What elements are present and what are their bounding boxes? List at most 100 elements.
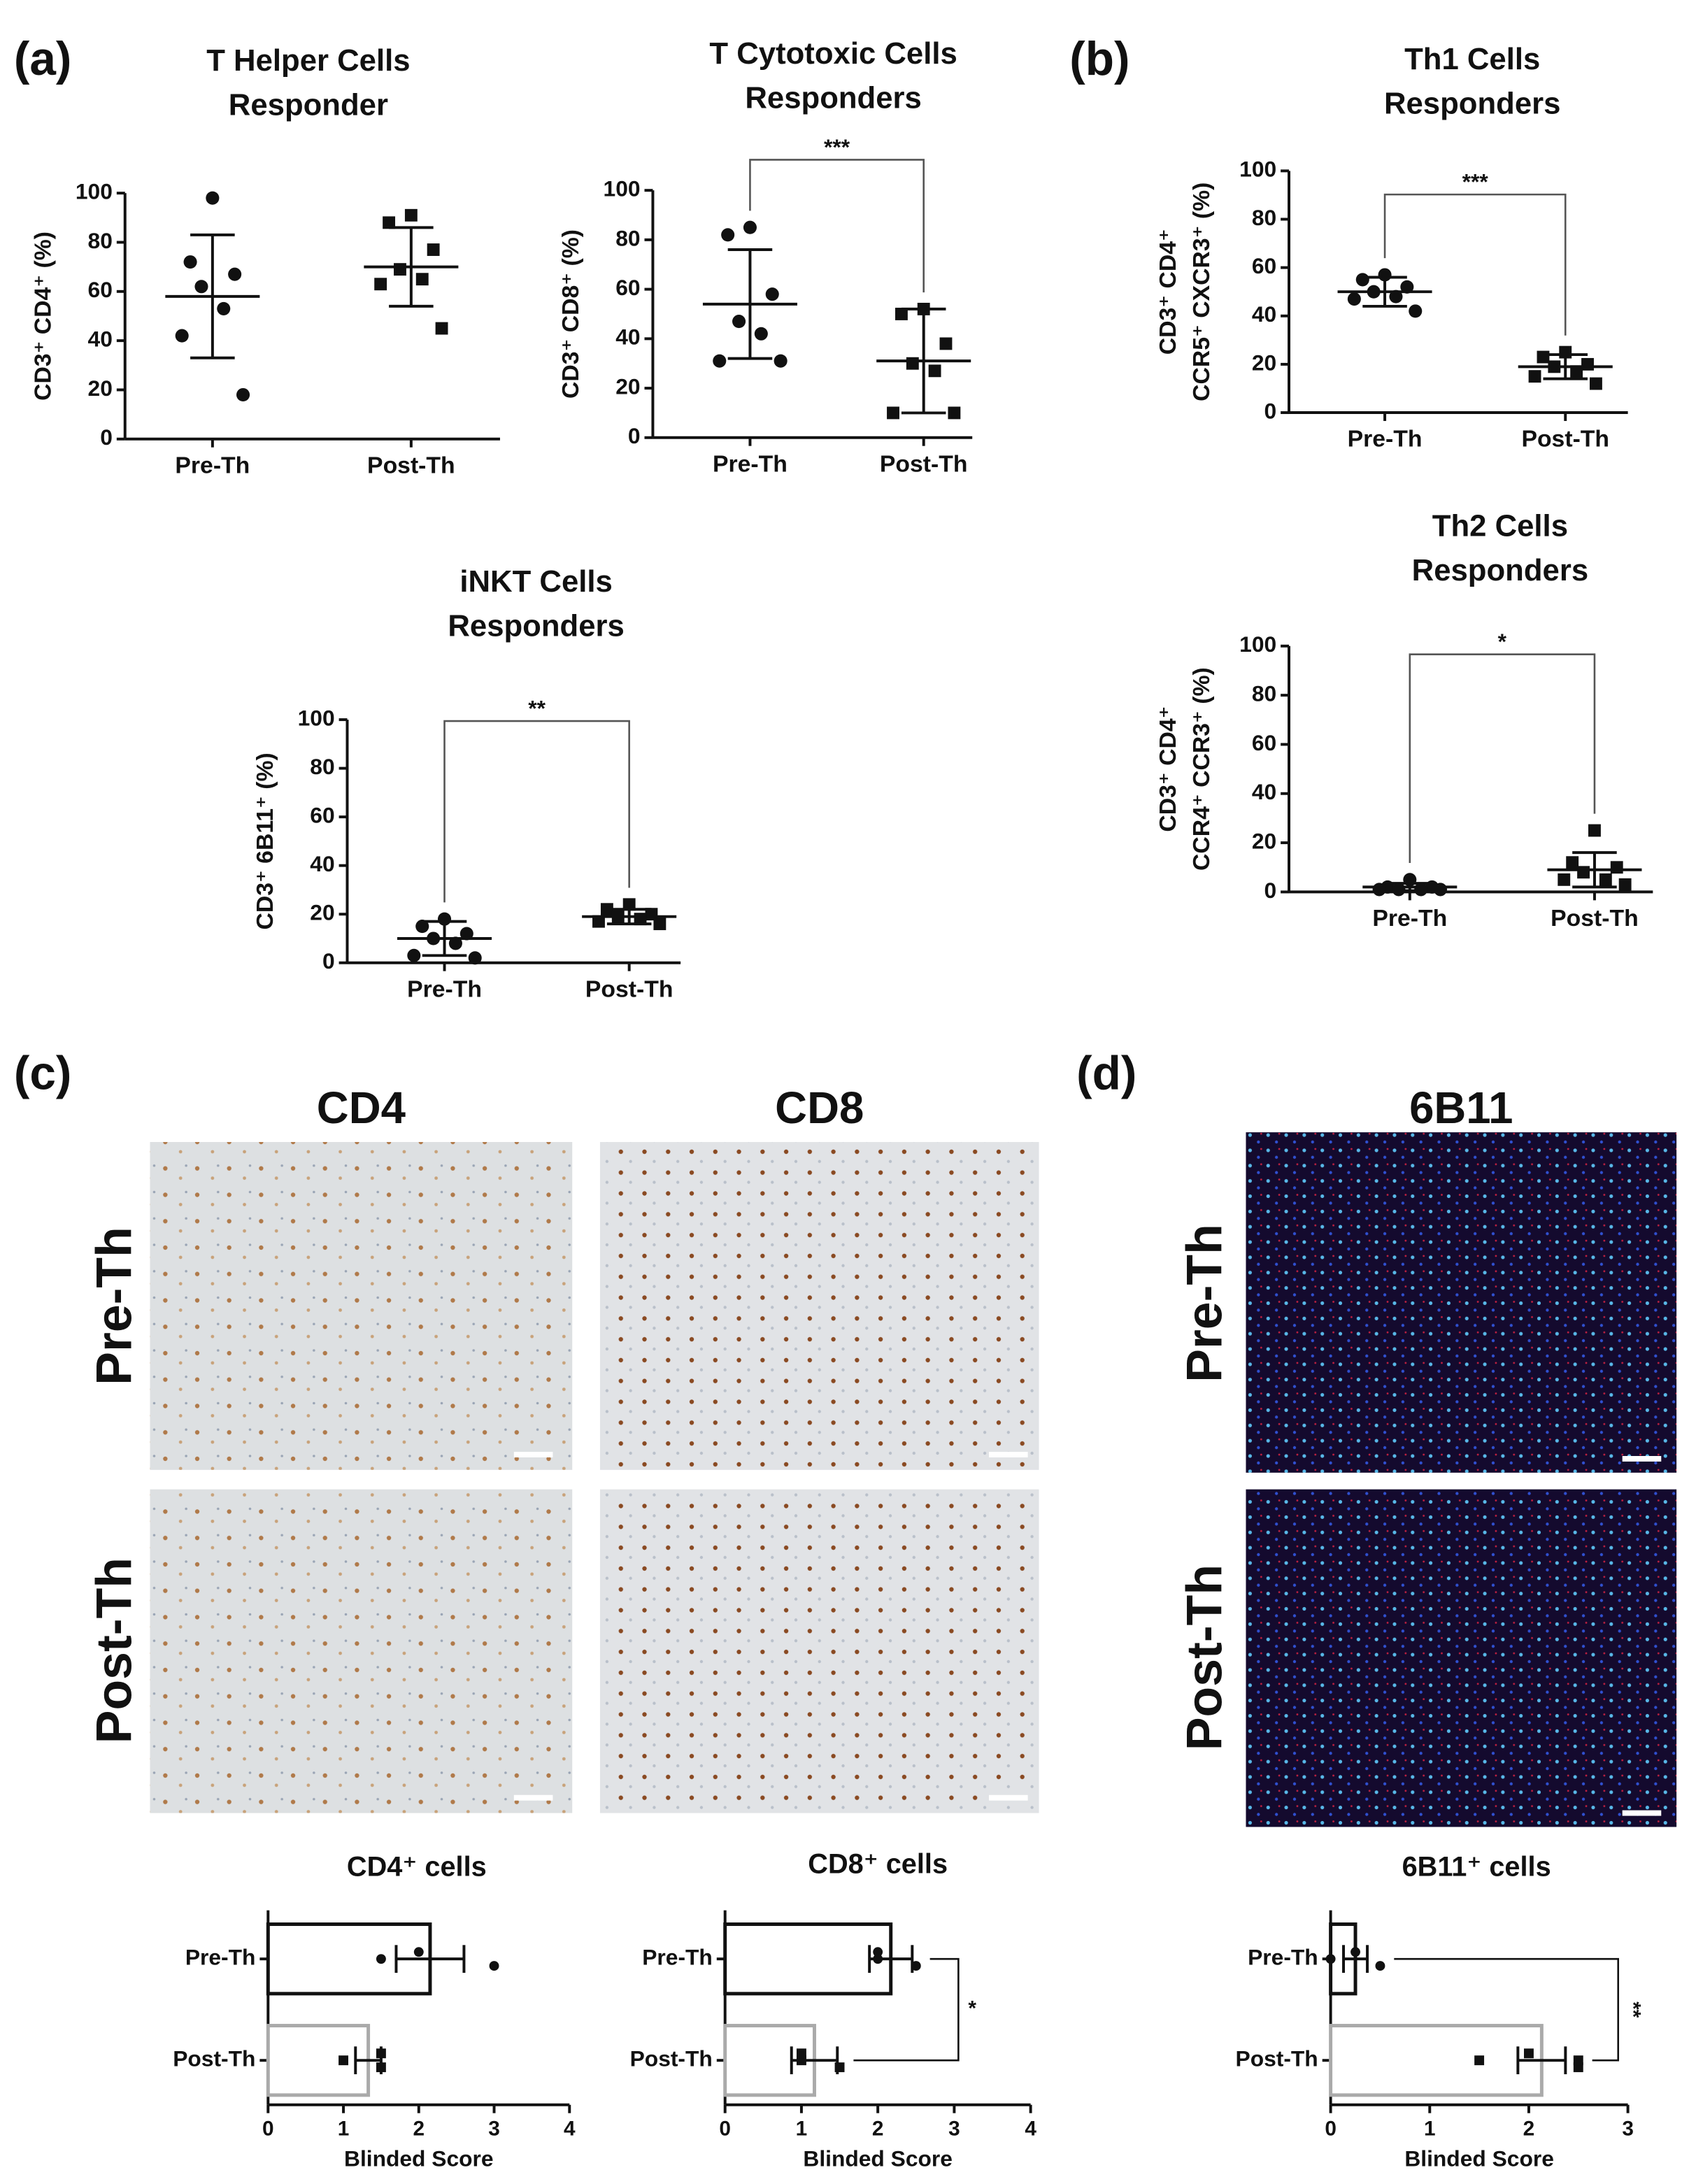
data-point [175,329,189,343]
y-tick-label: 0 [628,423,641,448]
micrograph [150,1142,573,1470]
y-axis-label: CD3⁺ CD4⁺ [1155,229,1181,355]
y-axis-label: CD3⁺ 6B11⁺ (%) [252,752,278,929]
data-point [1559,345,1572,359]
panel-label: (a) [14,33,72,85]
data-point [895,308,908,320]
x-tick-label: 0 [262,2117,274,2140]
significance-label: * [968,1997,976,2020]
y-tick-label: Post-Th [630,2046,713,2071]
data-point [645,908,658,921]
data-point [713,354,727,368]
data-point [1403,873,1417,887]
data-point [873,1947,883,1957]
data-point [1588,824,1601,837]
y-tick-label: 80 [88,228,113,253]
x-tick-label: Post-Th [585,976,674,1002]
data-point [383,216,396,229]
data-point [217,301,231,315]
y-tick-label: Post-Th [173,2046,255,2071]
data-point [1523,2048,1534,2059]
row-label: Pre-Th [1177,1224,1233,1382]
x-tick-label: 4 [564,2117,576,2140]
data-point [1610,861,1623,874]
data-point [1548,360,1561,373]
micrograph [1246,1132,1677,1473]
data-point [634,913,647,926]
data-point [448,936,462,950]
chart-title: T Cytotoxic Cells [709,36,957,71]
y-axis-label: CD3⁺ CD8⁺ (%) [557,229,584,399]
significance-bracket [749,159,925,293]
y-tick-label: Post-Th [1236,2046,1318,2071]
data-point [600,903,613,916]
data-point [1589,377,1602,390]
stain-label: CD8 [775,1083,864,1133]
y-tick-label: 100 [76,179,113,204]
chart-title: Responders [1412,553,1588,587]
data-point [236,387,250,402]
x-tick-label: 3 [1622,2117,1634,2140]
x-tick-label: Pre-Th [1348,426,1423,452]
chart-title: Responder [229,88,388,122]
data-point [917,302,930,315]
data-point [765,287,779,301]
data-point [939,337,953,350]
y-tick-label: 20 [310,900,334,925]
panel-label: (d) [1076,1047,1136,1099]
panel-label: (c) [14,1047,72,1099]
data-point [653,918,667,931]
data-point [743,220,757,234]
scale-bar [1622,1456,1662,1462]
significance-bracket [1409,653,1596,864]
bar [723,1922,893,1996]
data-point [1372,883,1386,897]
data-point [1599,873,1612,886]
row-label: Post-Th [87,1557,143,1743]
x-tick-label: Post-Th [367,452,455,478]
data-point [774,354,788,368]
data-point [228,267,242,281]
significance-bracket [1383,193,1567,336]
y-tick-label: 40 [310,851,334,876]
x-tick-label: Pre-Th [1372,905,1447,932]
significance-bracket [853,1957,960,2062]
y-tick-label: 80 [1252,681,1276,706]
data-point [183,255,197,269]
significance-bracket [1394,1957,1620,2062]
chart-title: CD4⁺ cells [347,1852,487,1883]
data-point [427,243,440,256]
y-tick-label: 40 [1252,301,1276,327]
significance-bracket [443,720,630,903]
y-tick-label: 80 [1252,205,1276,230]
x-tick-label: 1 [796,2117,808,2140]
y-tick-label: 40 [615,324,640,350]
data-point [1389,290,1403,304]
significance-label: ** [528,696,546,721]
data-point [834,2062,845,2073]
y-tick-label: 100 [604,176,641,201]
significance-label: *** [1462,169,1489,194]
data-point [796,2048,806,2059]
data-point [1351,1947,1360,1957]
data-point [1618,878,1632,891]
data-point [1400,280,1414,294]
data-point [1414,883,1428,897]
bar [1329,2024,1544,2097]
x-tick-label: 2 [872,2117,884,2140]
data-point [1347,292,1361,306]
x-tick-label: 3 [488,2117,500,2140]
scale-bar [513,1452,553,1457]
chart-title: 6B11⁺ cells [1402,1852,1551,1883]
stain-label: 6B11 [1409,1083,1513,1133]
y-tick-label: 60 [88,277,113,302]
x-tick-label: Pre-Th [713,450,788,477]
data-point [1378,268,1392,282]
y-tick-label: 40 [1252,779,1276,804]
y-tick-label: 40 [88,327,113,352]
y-tick-label: 60 [615,275,640,300]
x-tick-label: Post-Th [1551,905,1639,932]
y-tick-label: Pre-Th [1248,1945,1318,1970]
x-axis-label: Blinded Score [1404,2146,1554,2171]
